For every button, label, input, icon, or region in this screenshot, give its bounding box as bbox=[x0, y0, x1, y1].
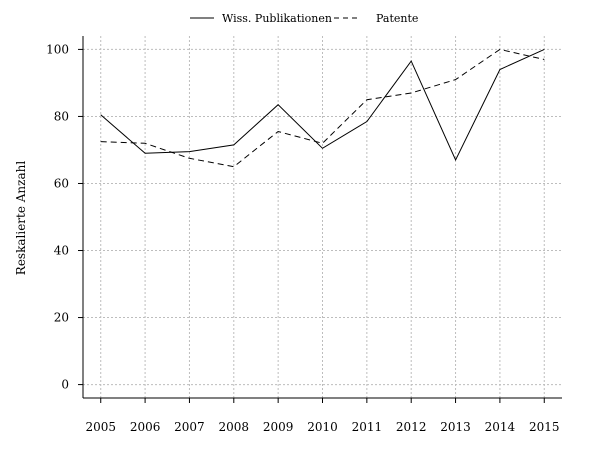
y-tick-label: 100 bbox=[46, 42, 69, 56]
series-lines bbox=[100, 48, 545, 168]
series-line-publikationen bbox=[100, 48, 545, 162]
y-tick-label: 0 bbox=[61, 378, 69, 392]
y-tick-label: 60 bbox=[54, 176, 69, 190]
x-tick-label: 2011 bbox=[352, 420, 383, 434]
x-tick-label: 2014 bbox=[485, 420, 516, 434]
x-tick-label: 2013 bbox=[440, 420, 471, 434]
x-tick-label: 2012 bbox=[396, 420, 427, 434]
legend-label-patente: Patente bbox=[376, 12, 418, 25]
x-tick-label: 2009 bbox=[263, 420, 294, 434]
series-line-patente bbox=[100, 48, 545, 168]
y-tick-label: 80 bbox=[54, 109, 69, 123]
x-tick-label: 2005 bbox=[85, 420, 116, 434]
grid bbox=[83, 36, 562, 398]
axes: 0 20 40 60 80 100 2005 2006 2007 2008 2009 2010 2011… bbox=[46, 36, 562, 434]
x-tick-label: 2008 bbox=[219, 420, 250, 434]
legend-label-publikationen: Wiss. Publikationen bbox=[222, 12, 332, 25]
y-tick-label: 40 bbox=[54, 244, 69, 258]
y-tick-label: 20 bbox=[54, 311, 69, 325]
y-axis-title: Reskalierte Anzahl bbox=[14, 161, 28, 276]
legend: Wiss. Publikationen Patente bbox=[190, 12, 418, 25]
x-tick-label: 2007 bbox=[174, 420, 205, 434]
x-tick-label: 2010 bbox=[307, 420, 338, 434]
x-tick-label: 2015 bbox=[529, 420, 560, 434]
x-tick-label: 2006 bbox=[130, 420, 161, 434]
